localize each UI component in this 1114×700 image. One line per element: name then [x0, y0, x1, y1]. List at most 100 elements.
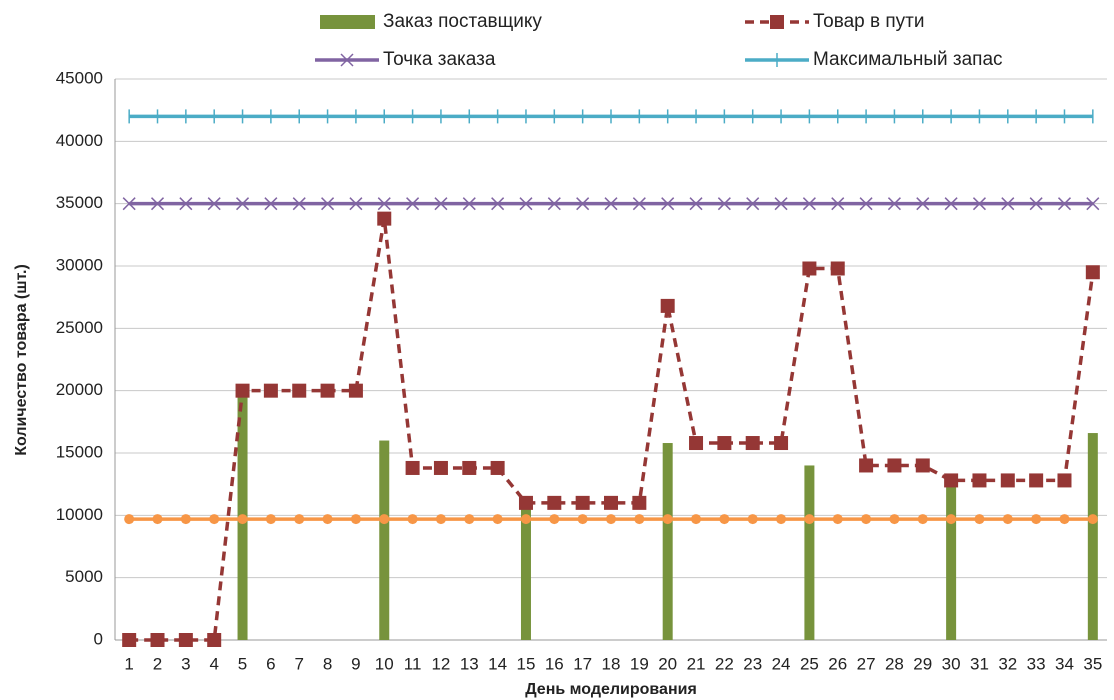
x-tick-label: 7: [294, 654, 303, 673]
marker-circle: [350, 514, 361, 525]
marker-circle: [1002, 514, 1013, 525]
marker: [776, 514, 787, 525]
marker-circle: [322, 514, 333, 525]
marker: [265, 514, 276, 525]
marker: [377, 211, 392, 226]
marker: [434, 197, 448, 211]
marker: [490, 460, 505, 475]
marker-x: [972, 197, 986, 211]
marker-circle: [435, 514, 446, 525]
marker: [464, 514, 475, 525]
marker-square: [774, 436, 789, 451]
marker: [549, 514, 560, 525]
marker-x: [689, 197, 703, 211]
marker-circle: [634, 514, 645, 525]
marker-square: [745, 436, 760, 451]
marker-circle: [464, 514, 475, 525]
series-line: [129, 218, 1095, 642]
marker: [972, 197, 986, 211]
y-tick-label: 10000: [56, 505, 103, 524]
x-tick-label: 32: [998, 654, 1017, 673]
y-tick-label: 30000: [56, 255, 103, 274]
x-tick-label: 2: [153, 654, 162, 673]
marker-circle: [747, 514, 758, 525]
marker: [209, 514, 220, 525]
marker: [691, 514, 702, 525]
marker-circle: [606, 514, 616, 525]
marker-circle: [776, 514, 787, 525]
marker: [747, 514, 758, 525]
marker: [263, 383, 278, 398]
marker-square: [122, 633, 137, 647]
x-tick-label: 26: [828, 654, 847, 673]
marker: [972, 473, 987, 488]
marker-square: [632, 495, 647, 510]
marker-x: [179, 197, 193, 211]
marker: [1086, 197, 1100, 211]
marker-square: [915, 458, 930, 473]
x-tick-label: 17: [573, 654, 592, 673]
marker: [1002, 514, 1013, 525]
marker-circle: [974, 514, 985, 525]
marker: [435, 514, 446, 525]
marker-square: [235, 383, 250, 398]
marker: [859, 458, 874, 473]
bar: [662, 443, 673, 640]
marker: [322, 514, 333, 525]
marker-circle: [861, 514, 872, 525]
marker-circle: [520, 514, 531, 525]
marker: [575, 495, 590, 510]
marker-square: [348, 383, 363, 398]
marker: [745, 436, 760, 451]
legend-label: Заказ поставщику: [383, 11, 542, 32]
x-tick-label: 19: [630, 654, 649, 673]
marker: [518, 495, 533, 510]
x-tick-label: 20: [658, 654, 677, 673]
bar: [946, 482, 957, 640]
marker-square: [689, 436, 704, 451]
marker: [379, 514, 390, 525]
x-tick-label: 25: [800, 654, 819, 673]
y-tick-label: 35000: [56, 193, 103, 212]
y-tick-label: 15000: [56, 442, 103, 461]
marker: [462, 460, 477, 475]
marker: [350, 514, 361, 525]
marker: [122, 197, 136, 211]
marker-circle: [407, 514, 418, 525]
marker: [264, 197, 278, 211]
marker: [152, 514, 163, 525]
marker-x: [746, 197, 760, 211]
marker-circle: [209, 514, 220, 525]
marker: [689, 197, 703, 211]
y-axis-title: Количество товара (шт.): [13, 264, 30, 456]
marker-x: [264, 197, 278, 211]
x-tick-label: 28: [885, 654, 904, 673]
x-tick-label: 6: [266, 654, 275, 673]
marker: [859, 197, 873, 211]
marker-x: [434, 197, 448, 211]
marker: [1031, 514, 1042, 525]
marker-square: [150, 633, 165, 647]
y-tick-label: 20000: [56, 380, 103, 399]
marker-x: [1057, 197, 1072, 211]
marker-circle: [294, 514, 305, 525]
legend-label: Максимальный запас: [813, 49, 1003, 70]
marker-square: [1085, 265, 1100, 280]
marker-x: [774, 197, 788, 211]
marker-square: [575, 495, 590, 510]
marker: [1059, 514, 1070, 525]
marker: [662, 514, 673, 525]
x-tick-label: 8: [323, 654, 332, 673]
legend-marker: [340, 53, 354, 67]
marker-x: [491, 197, 505, 211]
x-tick-label: 23: [743, 654, 762, 673]
marker-circle: [719, 514, 730, 525]
marker: [689, 436, 704, 451]
marker-x: [859, 197, 873, 211]
marker: [577, 514, 588, 525]
marker-square: [207, 633, 222, 647]
marker-square: [802, 261, 817, 276]
marker-square: [770, 15, 784, 29]
marker-circle: [832, 514, 843, 525]
